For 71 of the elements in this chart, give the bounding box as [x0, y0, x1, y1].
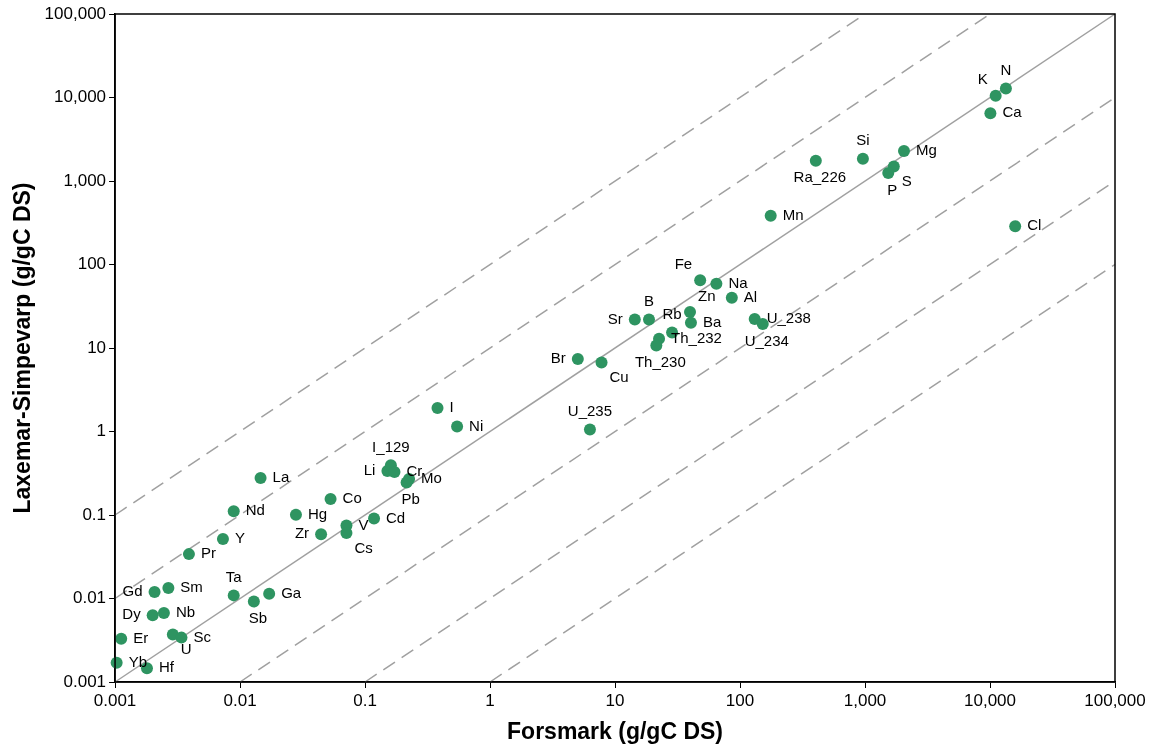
- y-tick-label: 100,000: [44, 3, 107, 23]
- annotation: Mn: [782, 205, 804, 223]
- x-tick-label: 100: [725, 690, 755, 710]
- annotation: Pb: [401, 490, 420, 508]
- annotation: La: [272, 468, 290, 486]
- annotation: Ta: [225, 568, 243, 586]
- x-tick-label: 100,000: [1084, 690, 1146, 710]
- y-tick-label: 0.01: [72, 588, 107, 608]
- annotation: Er: [133, 628, 149, 646]
- annotation: N: [1000, 61, 1012, 79]
- annotation: Sb: [248, 609, 268, 627]
- annotation: Mo: [421, 469, 442, 487]
- annotation: I: [449, 398, 454, 416]
- annotation: Sc: [193, 627, 212, 645]
- y-tick-label: 1,000: [63, 170, 107, 190]
- annotation: Cd: [386, 508, 406, 526]
- y-tick-label: 10: [87, 337, 107, 357]
- annotation: Sm: [180, 578, 203, 596]
- y-tick-label: 0.1: [82, 504, 107, 524]
- annotation: Nd: [245, 501, 265, 519]
- annotation: U_235: [567, 402, 613, 420]
- y-tick-label: 1: [96, 421, 107, 441]
- y-tick-label: 100: [77, 254, 107, 274]
- annotation: Ga: [281, 583, 302, 601]
- x-tick-label: 10: [605, 690, 625, 710]
- annotation: Ca: [1002, 103, 1023, 121]
- annotation: V: [358, 515, 369, 533]
- x-tick-label: 1: [485, 690, 495, 710]
- annotation: Rb: [662, 305, 682, 323]
- y-tick-label: 10,000: [54, 87, 107, 107]
- x-tick-label: 1,000: [843, 690, 887, 710]
- x-tick-label: 0.01: [223, 690, 257, 710]
- annotation: Th_232: [671, 328, 722, 346]
- annotation: Th_230: [634, 353, 686, 371]
- annotation: Zr: [294, 524, 310, 542]
- annotation: Mg: [915, 141, 937, 159]
- annotation: Fe: [674, 254, 693, 272]
- annotation: Ni: [469, 416, 484, 434]
- annotation: Ra_226: [793, 168, 847, 186]
- annotation: Cl: [1027, 216, 1042, 234]
- annotation: Gd: [122, 582, 143, 600]
- annotation: Li: [363, 461, 376, 479]
- annotation: Br: [550, 349, 566, 367]
- annotation: Co: [342, 489, 362, 507]
- annotation: Yb: [128, 652, 148, 670]
- annotation: Cs: [354, 538, 373, 556]
- annotation: Hf: [158, 658, 175, 676]
- annotation: Nb: [175, 603, 196, 621]
- y-axis-title: Laxemar-Simpevarp (g/gC DS): [9, 182, 36, 514]
- annotation: P: [887, 180, 898, 198]
- annotation: Cu: [609, 368, 629, 386]
- annotation: Pr: [200, 544, 216, 562]
- annotation: I_129: [372, 437, 410, 455]
- annotation: Sr: [607, 309, 623, 327]
- annotation: U_238: [766, 309, 811, 327]
- annotation: K: [977, 70, 988, 88]
- annotation: B: [644, 292, 655, 310]
- annotation: Si: [856, 131, 870, 149]
- annotation: Zn: [698, 286, 716, 304]
- x-tick-label: 10,000: [964, 690, 1017, 710]
- annotation: S: [901, 172, 912, 190]
- x-axis-title: Forsmark (g/gC DS): [507, 717, 724, 744]
- annotation: Hg: [307, 504, 328, 522]
- annotation: Cr: [406, 462, 423, 480]
- annotation: U_234: [744, 331, 789, 349]
- annotation: Dy: [122, 605, 142, 623]
- x-tick-label: 0.1: [353, 690, 377, 710]
- annotation: Y: [234, 529, 245, 547]
- annotation: U: [180, 640, 192, 658]
- annotation: Ba: [702, 313, 722, 330]
- y-tick-label: 0.001: [63, 671, 107, 691]
